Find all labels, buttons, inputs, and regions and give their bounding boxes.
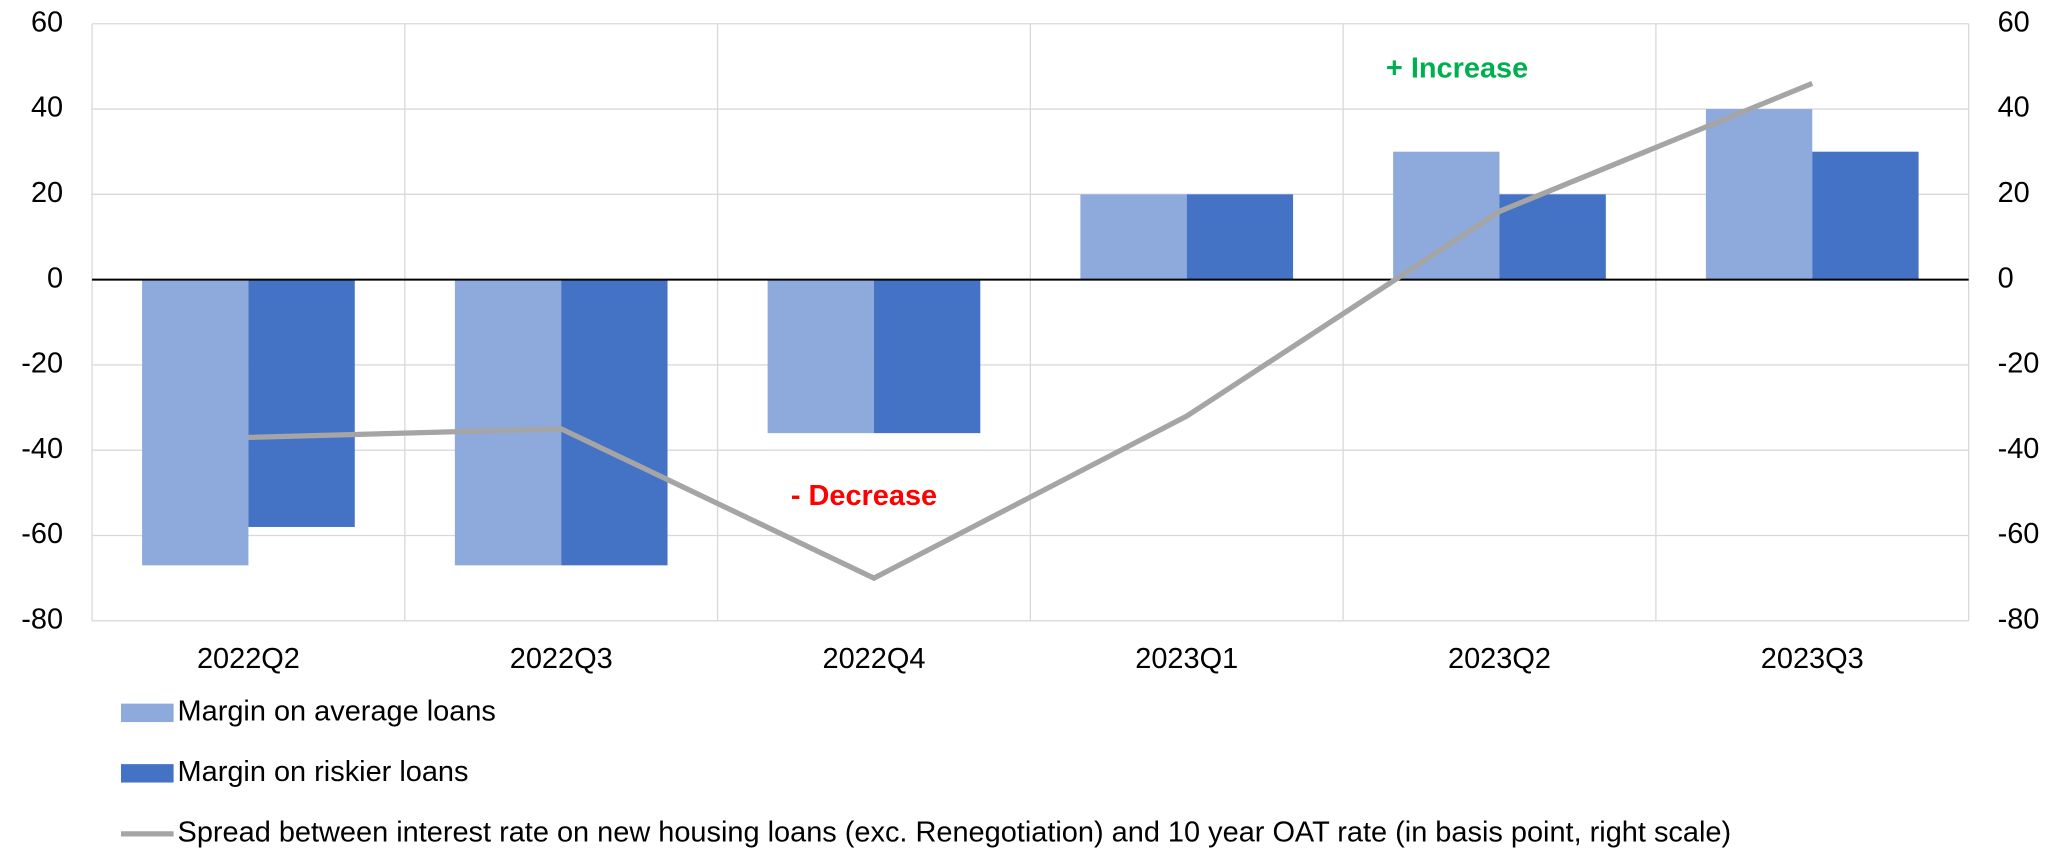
bar xyxy=(561,279,668,566)
bar xyxy=(873,279,981,434)
legend-swatch xyxy=(120,703,174,723)
legend-label: Margin on riskier loans xyxy=(178,756,469,788)
bar xyxy=(1812,151,1919,280)
y-tick-label: -40 xyxy=(21,433,63,465)
bar xyxy=(248,279,355,527)
y2-tick-label: 0 xyxy=(1998,262,2014,294)
bar xyxy=(142,279,249,566)
legend-label: Margin on average loans xyxy=(178,695,496,727)
bar xyxy=(1393,151,1500,280)
x-tick-label: 2023Q1 xyxy=(1135,643,1238,675)
annotation: + Increase xyxy=(1386,52,1528,84)
y2-tick-label: -60 xyxy=(1998,518,2040,550)
bar xyxy=(1080,194,1187,280)
y2-tick-label: 60 xyxy=(1998,6,2030,38)
x-tick-label: 2023Q2 xyxy=(1448,643,1551,675)
y-tick-label: 40 xyxy=(31,92,63,124)
y-tick-label: -20 xyxy=(21,348,63,380)
bar xyxy=(1705,109,1813,280)
bar xyxy=(1499,194,1606,280)
legend-swatch xyxy=(120,764,174,783)
y-tick-label: -60 xyxy=(21,518,63,550)
y-tick-label: 60 xyxy=(31,6,63,38)
bar xyxy=(454,279,562,566)
x-tick-label: 2022Q3 xyxy=(510,643,613,675)
x-tick-label: 2023Q3 xyxy=(1761,643,1864,675)
y-tick-label: -80 xyxy=(21,603,63,635)
y2-tick-label: 20 xyxy=(1998,177,2030,209)
line xyxy=(248,81,1814,582)
y2-tick-label: 40 xyxy=(1998,92,2030,124)
bar xyxy=(1186,194,1294,280)
y-tick-label: 0 xyxy=(47,262,63,294)
x-tick-label: 2022Q4 xyxy=(823,643,926,675)
y-tick-label: 20 xyxy=(31,177,63,209)
y2-tick-label: -80 xyxy=(1998,603,2040,635)
x-tick-label: 2022Q2 xyxy=(197,643,300,675)
legend-label: Spread between interest rate on new hous… xyxy=(178,816,1732,848)
y2-tick-label: -20 xyxy=(1998,348,2040,380)
y2-tick-label: -40 xyxy=(1998,433,2040,465)
bar xyxy=(767,279,874,434)
annotation: - Decrease xyxy=(791,480,937,512)
